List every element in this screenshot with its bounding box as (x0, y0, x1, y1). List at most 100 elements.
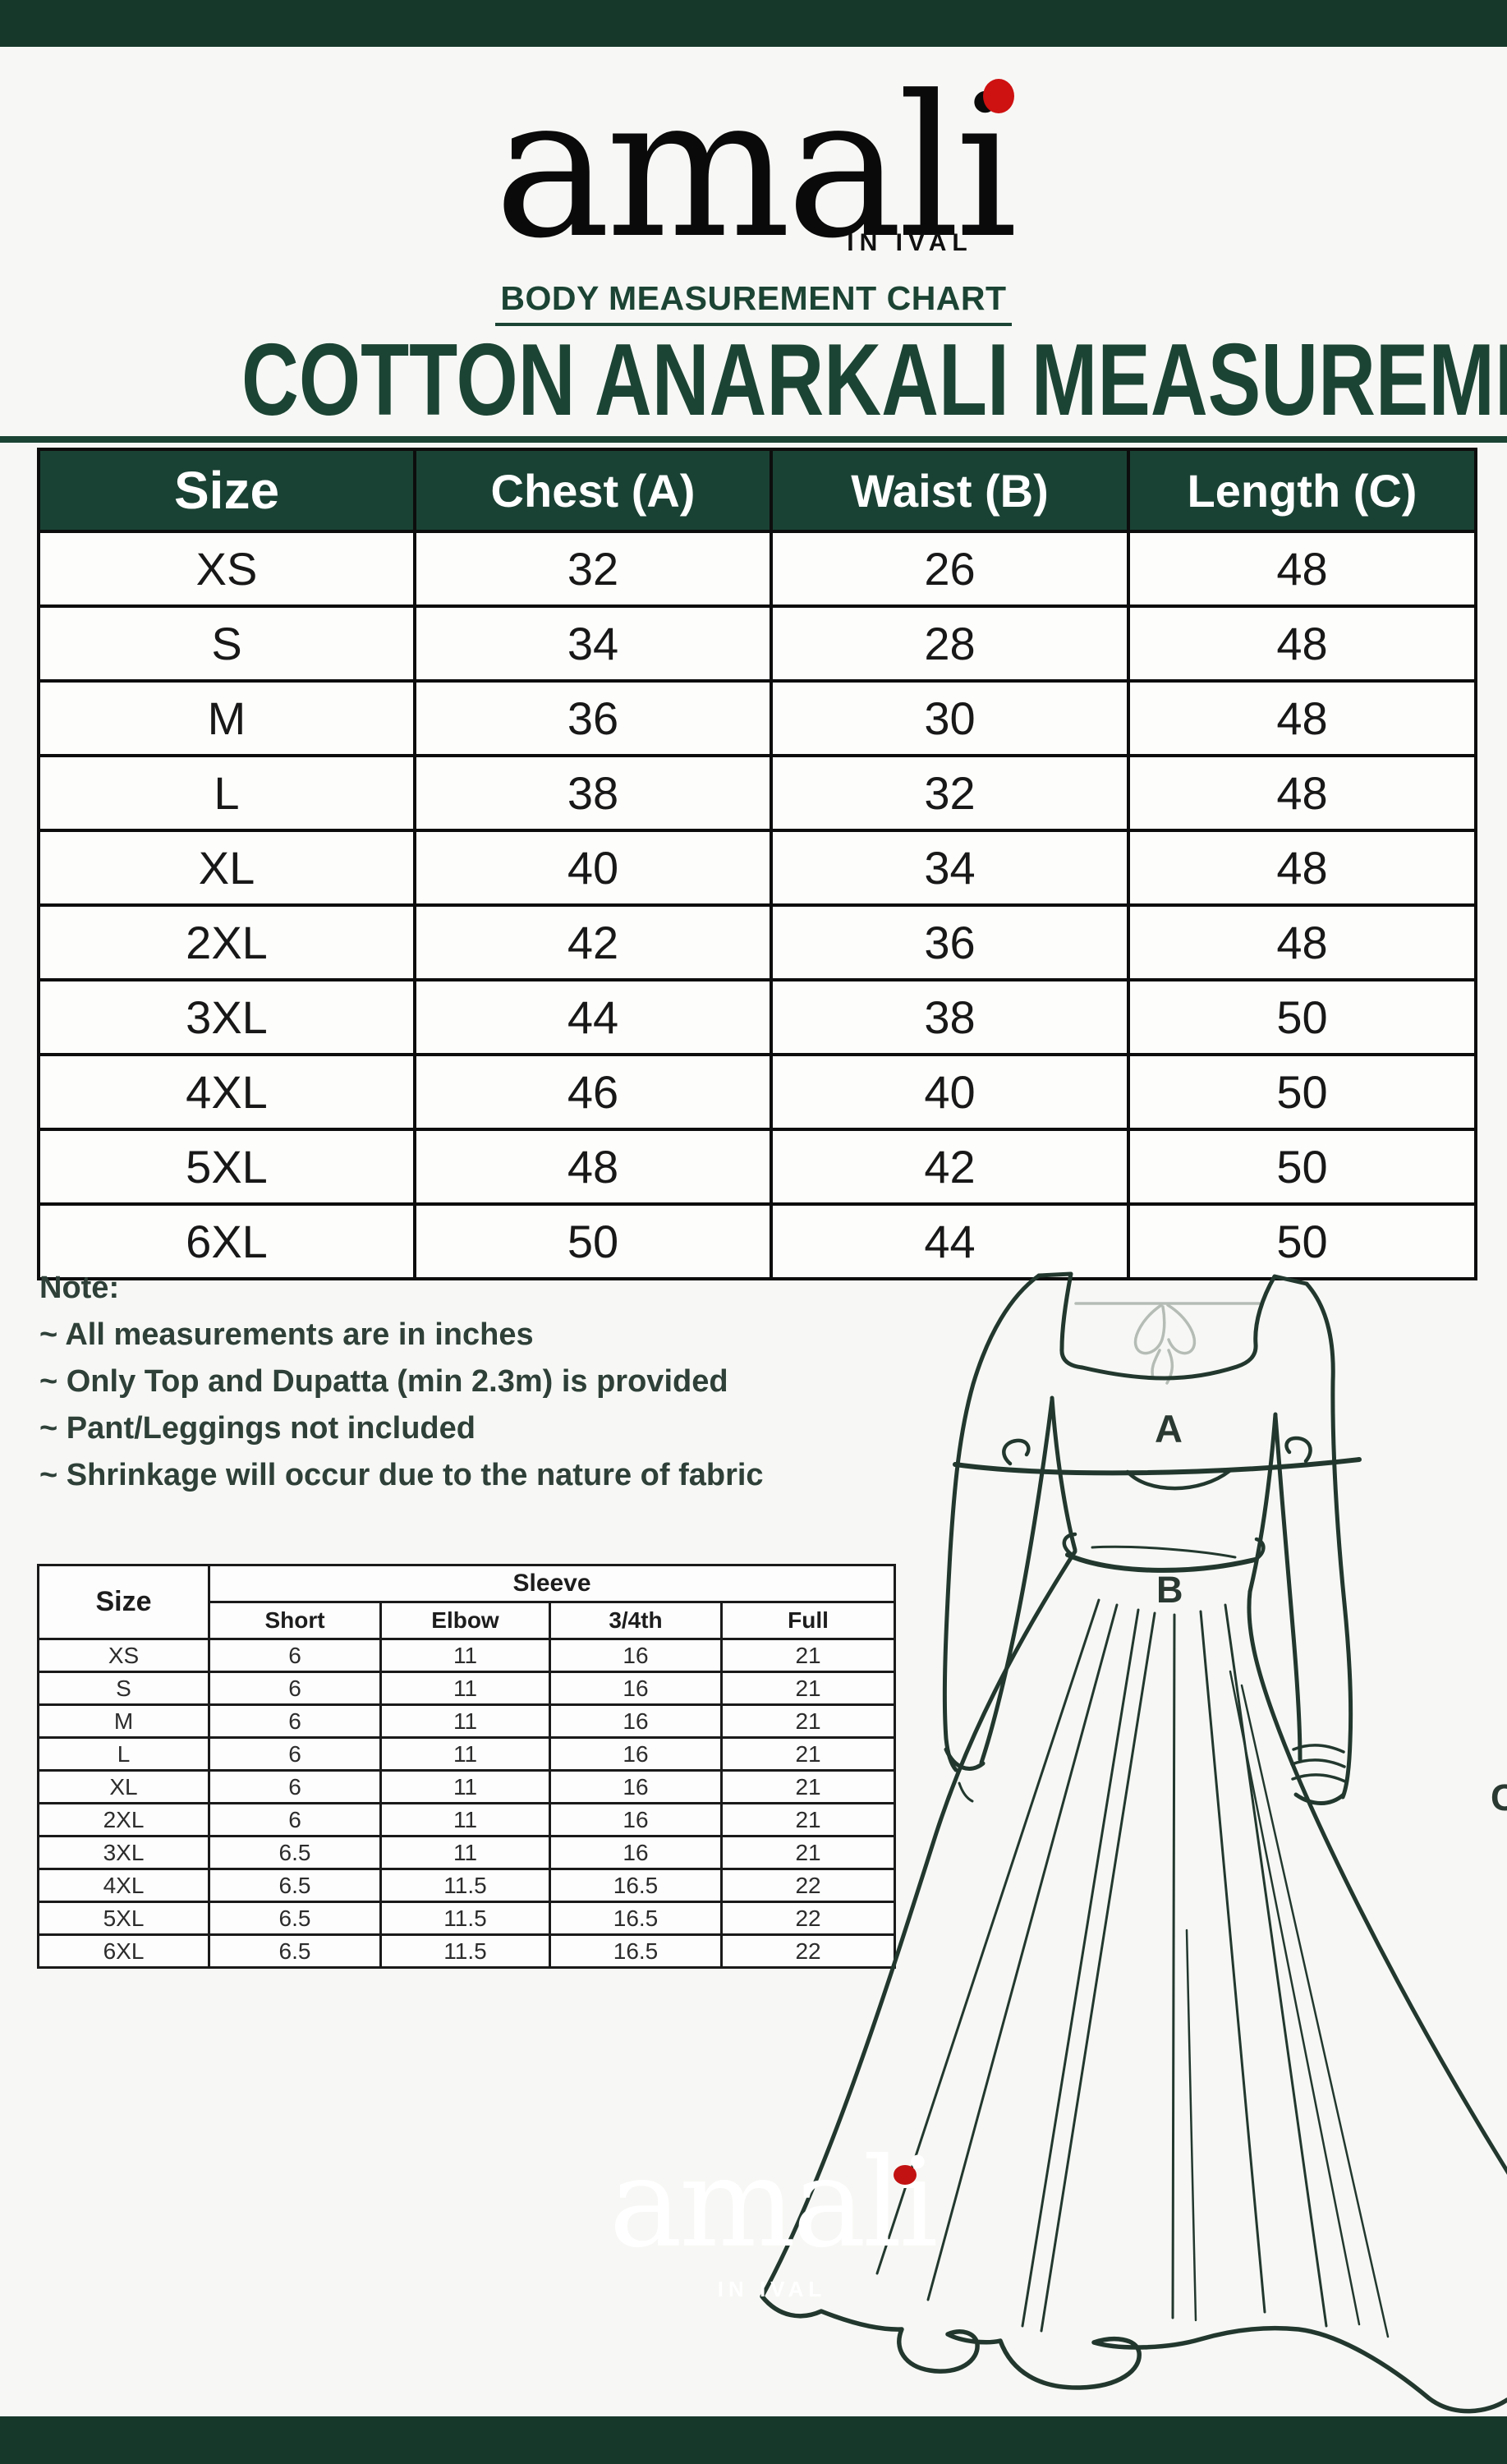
sleeve-measurement-table: Size Sleeve Short Elbow 3/4th Full XS 6 11… (37, 1564, 897, 1969)
note-line: ~ Shrinkage will occur due to the nature… (39, 1458, 764, 1492)
size-cell: 3XL (37, 978, 416, 1056)
table-row: XL 40 34 48 (37, 829, 1477, 907)
value-cell: 36 (770, 903, 1130, 981)
value-cell: 6.5 (208, 1835, 382, 1870)
size-cell: XL (37, 1769, 210, 1804)
sleeve-subheader-row: Short Elbow 3/4th Full (39, 1601, 897, 1640)
size-cell: XS (37, 1638, 210, 1673)
col-header-chest: Chest (A) (413, 448, 773, 533)
brand-header: amali (0, 71, 1507, 266)
sleeve-group-header: Sleeve (207, 1564, 897, 1603)
table-row: 5XL 48 42 50 (37, 1128, 1477, 1206)
value-cell: 16 (549, 1736, 723, 1772)
chart-label: BODY MEASUREMENT CHART (495, 279, 1012, 326)
value-cell: 32 (770, 754, 1130, 832)
top-border-bar (0, 0, 1507, 47)
note-line: ~ All measurements are in inches (39, 1317, 534, 1352)
table-row: 5XL 6.5 11.5 16.5 22 (37, 1901, 897, 1936)
length-label: C (1491, 1777, 1507, 1818)
sleeve-col-full: Full (719, 1601, 897, 1640)
value-cell: 21 (719, 1802, 897, 1837)
table-row: 2XL 42 36 48 (37, 903, 1477, 981)
sleeve-col-size: Size (37, 1564, 210, 1640)
size-cell: L (37, 1736, 210, 1772)
size-cell: M (37, 679, 416, 757)
brand-logo-text: amali (494, 54, 1018, 282)
value-cell: 44 (413, 978, 773, 1056)
value-cell: 21 (719, 1769, 897, 1804)
value-cell: 38 (413, 754, 773, 832)
value-cell: 30 (770, 679, 1130, 757)
value-cell: 42 (770, 1128, 1130, 1206)
ruffled-hem (760, 2294, 1507, 2414)
table-row: S 6 11 16 21 (37, 1671, 897, 1706)
table-row: 6XL 6.5 11.5 16.5 22 (37, 1933, 897, 1969)
value-cell: 11.5 (379, 1868, 551, 1903)
value-cell: 22 (719, 1868, 897, 1903)
sleeve-col-short: Short (208, 1601, 382, 1640)
value-cell: 21 (719, 1736, 897, 1772)
col-header-size: Size (37, 448, 416, 533)
size-cell: XS (37, 530, 416, 608)
value-cell: 50 (413, 1202, 773, 1280)
size-cell: XL (37, 829, 416, 907)
size-cell: S (37, 605, 416, 683)
size-cell: 6XL (37, 1933, 210, 1969)
value-cell: 6 (208, 1671, 382, 1706)
value-cell: 6.5 (208, 1901, 382, 1936)
value-cell: 21 (719, 1703, 897, 1739)
page-title-text: COTTON ANARKALI MEASUREMENT CHART (241, 324, 1507, 437)
value-cell: 50 (1127, 1053, 1477, 1131)
value-cell: 34 (413, 605, 773, 683)
size-cell: L (37, 754, 416, 832)
sleeve-col-34th: 3/4th (549, 1601, 723, 1640)
value-cell: 42 (413, 903, 773, 981)
skirt (760, 1549, 1507, 2414)
sleeve-col-elbow: Elbow (379, 1601, 551, 1640)
table-row: XS 6 11 16 21 (37, 1638, 897, 1673)
value-cell: 11 (379, 1835, 551, 1870)
value-cell: 21 (719, 1671, 897, 1706)
table-header-row: Size Chest (A) Waist (B) Length (C) (37, 448, 1477, 533)
body-measurement-table: Size Chest (A) Waist (B) Length (C) XS 32… (37, 448, 1477, 1280)
value-cell: 16 (549, 1802, 723, 1837)
value-cell: 48 (1127, 903, 1477, 981)
table-row: 3XL 44 38 50 (37, 978, 1477, 1056)
value-cell: 28 (770, 605, 1130, 683)
value-cell: 21 (719, 1638, 897, 1673)
waist-label: B (1156, 1569, 1183, 1611)
value-cell: 16 (549, 1703, 723, 1739)
value-cell: 11 (379, 1769, 551, 1804)
value-cell: 6 (208, 1802, 382, 1837)
logo-red-dot (983, 79, 1015, 113)
value-cell: 11 (379, 1638, 551, 1673)
size-cell: 5XL (37, 1901, 210, 1936)
value-cell: 6.5 (208, 1868, 382, 1903)
value-cell: 11 (379, 1703, 551, 1739)
value-cell: 6 (208, 1736, 382, 1772)
table-row: 6XL 50 44 50 (37, 1202, 1477, 1280)
value-cell: 22 (719, 1901, 897, 1936)
value-cell: 16 (549, 1835, 723, 1870)
left-sleeve (942, 1273, 1054, 1803)
size-cell: 2XL (37, 1802, 210, 1837)
chest-measure-line (953, 1436, 1362, 1476)
value-cell: 11.5 (379, 1901, 551, 1936)
value-cell: 6 (208, 1703, 382, 1739)
value-cell: 6 (208, 1769, 382, 1804)
value-cell: 6 (208, 1638, 382, 1673)
bottom-border-bar (0, 2416, 1507, 2464)
col-header-length: Length (C) (1127, 448, 1477, 533)
value-cell: 11.5 (379, 1933, 551, 1969)
brand-subtitle: IN IVAL (847, 229, 973, 256)
chest-label: A (1155, 1407, 1183, 1450)
value-cell: 48 (1127, 679, 1477, 757)
table-row: S 34 28 48 (37, 605, 1477, 683)
dress-illustration: A B C (760, 1271, 1507, 2414)
brand-logo: amali (494, 71, 1018, 266)
size-cell: 4XL (37, 1868, 210, 1903)
value-cell: 36 (413, 679, 773, 757)
value-cell: 11 (379, 1671, 551, 1706)
size-cell: 3XL (37, 1835, 210, 1870)
